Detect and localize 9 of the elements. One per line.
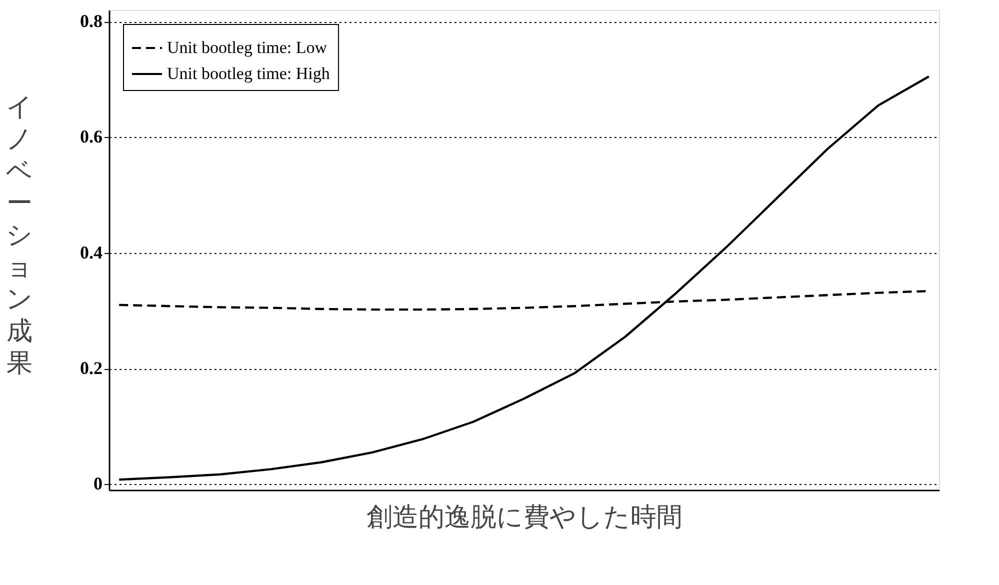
text: イノベーション成果: [6, 92, 33, 378]
y-tick-label: 0.2: [80, 358, 102, 378]
x-axis-title: 創造的逸脱に費やした時間: [366, 502, 682, 532]
y-tick-label: 0.4: [80, 242, 102, 262]
y-tick-label: 0.8: [80, 11, 102, 32]
legend-label: Unit bootleg time: Low: [167, 38, 328, 57]
y-tick-label: 0.6: [80, 126, 102, 147]
legend-label: Unit bootleg time: High: [167, 64, 330, 83]
y-tick-label: 0: [94, 474, 102, 494]
